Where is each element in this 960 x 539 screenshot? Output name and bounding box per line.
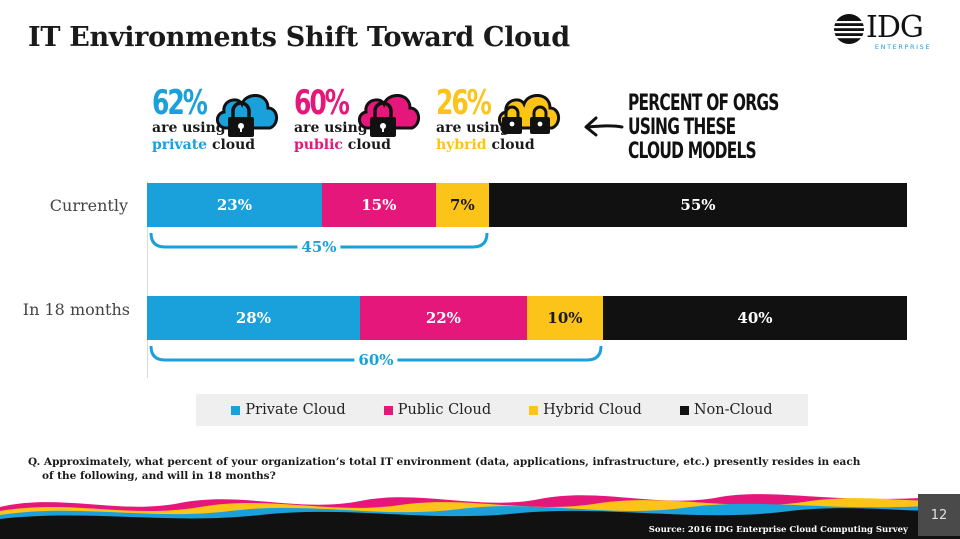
stat-caption: are using	[152, 120, 226, 136]
arrow-left-icon	[584, 116, 624, 137]
stat-caption: are using	[436, 120, 510, 136]
survey-question: Q. Approximately, what percent of your o…	[28, 455, 928, 483]
question-line: of the following, and will in 18 months?	[42, 470, 276, 482]
callout-text: PERCENT OF ORGS USING THESE CLOUD MODELS	[628, 92, 779, 164]
stat-suffix: cloud	[486, 137, 535, 153]
legend-label: Private Cloud	[245, 402, 346, 418]
callout-line: USING THESE	[628, 115, 736, 140]
stat-public: 60% are using public cloud	[294, 83, 420, 154]
stat-percent: 26%	[436, 83, 492, 123]
axis-line	[147, 182, 148, 378]
legend-swatch	[679, 405, 689, 415]
stat-model: private	[152, 137, 208, 153]
legend-item: Private Cloud	[231, 402, 346, 418]
page-number: 12	[918, 494, 960, 536]
idg-logo: IDG ENTERPRISE	[832, 10, 944, 54]
data-label: 15%	[361, 196, 397, 214]
bar-segment: 7%	[435, 183, 489, 227]
stat-model: hybrid	[436, 137, 487, 153]
data-label: 40%	[737, 309, 773, 327]
legend-swatch	[529, 405, 539, 415]
cloud-lock-icon	[358, 94, 420, 137]
stat-model: public	[294, 137, 343, 153]
cloud-lock-icon	[216, 94, 278, 137]
category-label: In 18 months	[22, 300, 130, 319]
logo-wordmark: IDG	[866, 10, 924, 45]
globe-icon	[832, 14, 866, 44]
stat-caption: are using	[294, 120, 368, 136]
callout-line: PERCENT OF ORGS	[628, 91, 779, 116]
data-label: 28%	[235, 309, 271, 327]
stat-hybrid: 26% are using hybrid cloud	[436, 83, 560, 154]
data-label: 55%	[680, 196, 716, 214]
bar-segment: 10%	[527, 296, 603, 340]
total-label: 60%	[354, 351, 398, 369]
stat-suffix: cloud	[207, 137, 256, 153]
legend-swatch	[383, 405, 393, 415]
legend-label: Non-Cloud	[693, 402, 773, 418]
data-label: 7%	[450, 196, 475, 214]
bar-segment: 40%	[603, 296, 907, 340]
slide-title: IT Environments Shift Toward Cloud	[28, 22, 570, 53]
total-label: 45%	[297, 238, 341, 256]
category-label: Currently	[49, 196, 128, 215]
stat-percent: 60%	[294, 83, 350, 123]
legend-swatch	[231, 405, 241, 415]
decorative-footer-wave	[0, 494, 960, 539]
legend: Private Cloud Public Cloud Hybrid Cloud …	[196, 394, 808, 426]
legend-item: Non-Cloud	[679, 402, 773, 418]
bar-segment: 23%	[147, 183, 322, 227]
cloud-double-lock-icon	[498, 94, 560, 134]
stat-suffix: cloud	[342, 137, 391, 153]
legend-label: Hybrid Cloud	[543, 402, 642, 418]
legend-label: Public Cloud	[397, 402, 492, 418]
bar-segment: 22%	[359, 296, 527, 340]
stat-private: 62% are using private cloud	[152, 83, 278, 154]
bar-segment: 15%	[321, 183, 436, 227]
question-line: Q. Approximately, what percent of your o…	[28, 456, 861, 468]
legend-item: Hybrid Cloud	[529, 402, 642, 418]
legend-item: Public Cloud	[383, 402, 492, 418]
data-label: 22%	[425, 309, 461, 327]
bar-segment: 55%	[489, 183, 907, 227]
source-citation: Source: 2016 IDG Enterprise Cloud Comput…	[648, 525, 908, 535]
bar-segment: 28%	[147, 296, 360, 340]
callout-line: CLOUD MODELS	[628, 139, 757, 164]
logo-subtitle: ENTERPRISE	[874, 43, 932, 51]
data-label: 23%	[216, 196, 252, 214]
stat-percent: 62%	[152, 83, 208, 123]
data-label: 10%	[547, 309, 583, 327]
